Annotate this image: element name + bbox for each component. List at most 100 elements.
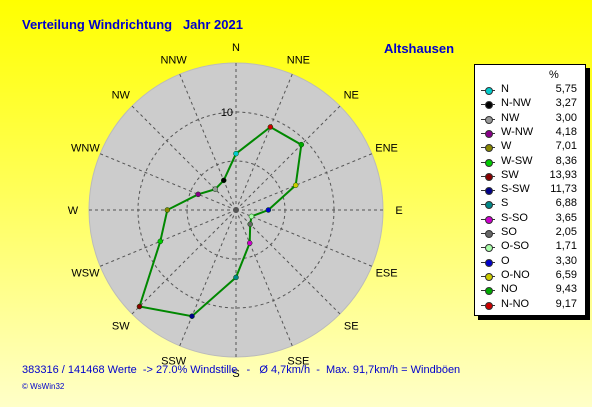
grid-spoke-se [235, 209, 341, 315]
direction-label-e: E [395, 205, 402, 217]
data-point-ese [248, 213, 255, 220]
legend-value: 13,93 [549, 168, 577, 181]
legend-item: W-SW 8,36 [475, 155, 585, 169]
direction-label-ese: ESE [376, 267, 398, 279]
grid-spoke-wnw [99, 153, 237, 211]
legend-item: O 3,30 [475, 255, 585, 269]
data-point-wnw [195, 191, 201, 198]
legend-item: SO 2,05 [475, 226, 585, 240]
grid-spoke-ssw [179, 209, 237, 347]
grid-spoke-ne [235, 105, 341, 211]
grid-spoke-ese [235, 209, 373, 267]
legend-dot-marker [485, 301, 493, 310]
direction-label-w: W [68, 205, 79, 217]
direction-label-sw: SW [112, 320, 130, 332]
direction-label-sse: SSE [287, 356, 309, 368]
legend-value: 8,36 [555, 154, 577, 167]
legend-name: N-NW [501, 97, 531, 110]
summary-text: 383316 / 141468 Werte -> 27.0% Windstill… [22, 364, 461, 376]
data-point-sw [136, 303, 143, 310]
direction-label-n: N [232, 42, 240, 54]
legend-item: S 6,88 [475, 197, 585, 211]
legend-value: 9,17 [555, 297, 577, 310]
direction-label-nw: NW [112, 90, 131, 102]
data-point-ssw [189, 313, 195, 319]
data-point-wsw [157, 238, 164, 245]
legend-value: 9,43 [555, 283, 577, 296]
direction-label-wnw: WNW [71, 143, 100, 155]
legend-item: NW 3,00 [475, 112, 585, 126]
data-point-w [164, 207, 171, 213]
legend-dot-marker [485, 187, 493, 196]
data-points [136, 124, 305, 319]
legend-dot-marker [485, 215, 493, 224]
legend-name: O-SO [501, 240, 530, 253]
legend-dot-marker [485, 244, 493, 253]
legend-value: 4,18 [555, 125, 577, 138]
legend-name: S [501, 197, 509, 210]
legend-dot-marker [485, 158, 493, 167]
legend-value: 1,71 [555, 240, 577, 253]
direction-label-se: SE [344, 320, 359, 332]
legend-item: N 5,75 [475, 83, 585, 97]
direction-label-nne: NNE [287, 54, 310, 66]
grid-spoke-sw [131, 209, 237, 315]
legend-name: W-NW [501, 125, 534, 138]
legend-name: NO [501, 283, 518, 296]
legend-name: SO [501, 226, 517, 238]
legend-item: SW 13,93 [475, 169, 585, 183]
grid-spoke-nnw [179, 73, 237, 211]
grid-spoke-ene [235, 153, 373, 211]
legend-name: SW [501, 168, 519, 181]
legend-item: S-SW 11,73 [475, 183, 585, 197]
location-label: Altshausen [384, 41, 455, 56]
grid-spoke-wsw [99, 209, 237, 267]
data-point-sse [246, 240, 253, 246]
legend-value: 7,01 [555, 140, 577, 153]
legend-value: 5,75 [555, 83, 577, 95]
data-point-s [233, 274, 239, 281]
legend-item: W 7,01 [475, 140, 585, 154]
data-point-ne [298, 141, 305, 148]
direction-label-wsw: WSW [71, 267, 100, 279]
legend-dot-marker [485, 115, 493, 124]
direction-label-ne: NE [344, 90, 359, 102]
legend-dot-marker [485, 87, 493, 95]
legend-item: NO 9,43 [475, 283, 585, 297]
data-point-nw [212, 186, 218, 192]
legend-item: S-SO 3,65 [475, 212, 585, 226]
grid-spoke-nne [235, 73, 293, 211]
legend-dot-marker [485, 172, 493, 181]
legend-value: 3,65 [555, 211, 577, 224]
legend-item: N-NO 9,17 [475, 298, 585, 312]
chart-title: Verteilung Windrichtung Jahr 2021 [22, 17, 243, 32]
legend-item: O-SO 1,71 [475, 240, 585, 254]
legend-value: 3,30 [555, 254, 577, 267]
legend-name: W [501, 140, 512, 153]
legend-item: W-NW 4,18 [475, 126, 585, 140]
legend-dot-marker [485, 101, 493, 110]
legend-name: N-NO [501, 297, 530, 310]
legend-name: S-SW [501, 183, 530, 196]
legend-dot-marker [485, 230, 493, 238]
legend-name: O-NO [501, 268, 530, 281]
legend-name: S-SO [501, 211, 528, 224]
grid-spoke-nw [131, 105, 237, 211]
legend-dot-marker [485, 258, 493, 267]
data-point-se [247, 221, 253, 227]
legend-value: 3,27 [555, 97, 577, 110]
direction-label-ssw: SSW [161, 356, 187, 368]
data-point-nnw [220, 177, 227, 184]
legend-value: 3,00 [555, 111, 577, 124]
grid-spoke-sse [235, 209, 293, 347]
data-point-n [233, 150, 239, 157]
direction-labels: N NNE NE ENE E ESE SE SSE S SSW SW WSW W WNW NW NNW [68, 42, 403, 380]
legend-dot-marker [485, 201, 493, 210]
legend-unit: % [549, 69, 559, 81]
legend: % N 5,75 N-NW 3,27 NW 3,00 W-NW 4,18 W 7,01 W-SW 8,… [474, 64, 586, 316]
legend-value: 11,73 [550, 183, 577, 196]
legend-dot-marker [485, 129, 493, 138]
data-point-nne [267, 124, 274, 130]
direction-label-ene: ENE [375, 143, 398, 155]
